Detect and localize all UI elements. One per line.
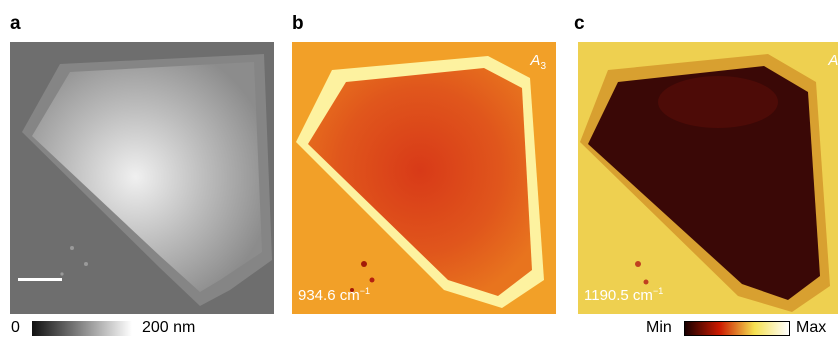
ir-map-b-image — [292, 42, 556, 314]
panel-c-wavenumber-value: 1190.5 cm — [584, 287, 653, 304]
topography-image-panel — [10, 42, 274, 314]
panel-b-wavenumber-exp: −1 — [359, 286, 370, 296]
topography-image — [10, 42, 274, 314]
panel-c-wavenumber: 1190.5 cm−1 — [584, 286, 663, 304]
panel-b-wavenumber-value: 934.6 cm — [298, 287, 360, 304]
panel-b-wavenumber: 934.6 cm−1 — [298, 286, 370, 304]
panel-b-label-main: A — [530, 52, 541, 69]
intensity-scale-max-label: Max — [796, 319, 827, 336]
panel-b-corner-label: A3 — [530, 52, 546, 72]
panel-c-corner-label: A3 — [828, 52, 838, 72]
panel-letter-c: c — [574, 13, 585, 34]
panel-c-label-main: A — [828, 52, 838, 69]
panel-b-label-sub: 3 — [540, 61, 546, 72]
ir-map-panel-c: A3 1190.5 cm−1 — [578, 42, 838, 314]
height-colorbar — [32, 321, 132, 336]
panel-letter-a: a — [10, 13, 21, 34]
ir-map-panel-b: A3 934.6 cm−1 — [292, 42, 556, 314]
height-scale-min-label: 0 — [11, 319, 20, 336]
scale-bar — [18, 278, 62, 281]
height-scale-max-label: 200 nm — [142, 319, 196, 336]
intensity-scale-min-label: Min — [646, 319, 672, 336]
ir-map-c-image — [578, 42, 838, 314]
intensity-colorbar — [684, 321, 790, 336]
panel-letter-b: b — [292, 13, 304, 34]
panel-c-wavenumber-exp: −1 — [652, 286, 664, 296]
